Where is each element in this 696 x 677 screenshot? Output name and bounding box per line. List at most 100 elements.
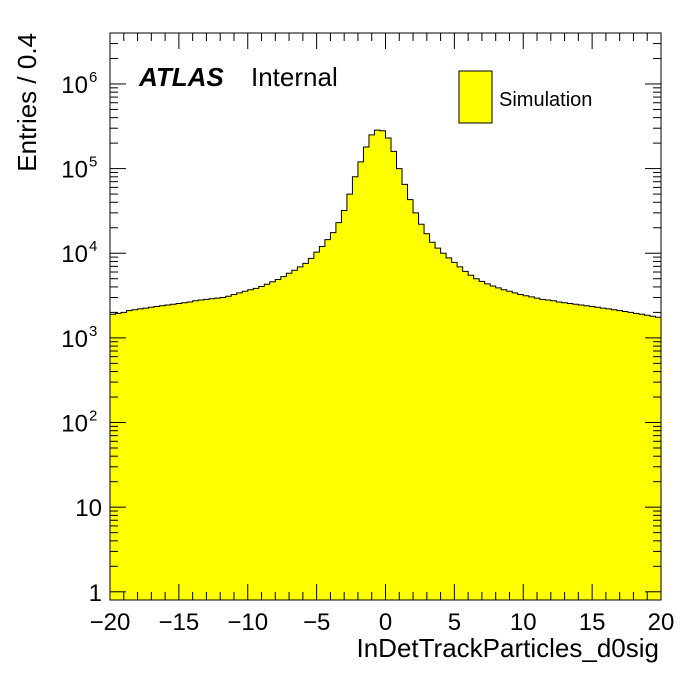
histogram-bar — [187, 302, 194, 600]
histogram-bar — [539, 299, 546, 600]
histogram-bar — [236, 292, 243, 600]
histogram-bar — [605, 308, 612, 600]
histogram-bar — [638, 314, 645, 600]
histogram-bar — [313, 252, 320, 601]
x-tick-label: 20 — [648, 609, 675, 636]
histogram-bar — [440, 253, 447, 600]
histogram-bar — [346, 194, 353, 600]
histogram-bar — [225, 296, 232, 600]
histogram-bar — [181, 302, 188, 600]
legend-swatch — [458, 70, 493, 124]
histogram-bar — [231, 294, 238, 600]
histogram-bar — [561, 302, 568, 600]
histogram-bar — [457, 266, 464, 600]
x-tick-label: −10 — [227, 609, 268, 636]
histogram-bar — [319, 246, 326, 601]
histogram-bar — [148, 307, 155, 600]
histogram-bar — [589, 306, 596, 600]
histogram-bar — [462, 271, 469, 600]
y-tick-exponent: 4 — [89, 238, 97, 255]
histogram-bar — [363, 146, 370, 600]
histogram-bar — [517, 294, 524, 600]
histogram-bar — [291, 270, 298, 600]
histogram-bar — [192, 300, 199, 600]
histogram-bar — [429, 242, 436, 600]
histogram-bar — [198, 300, 205, 600]
y-tick-exponent: 3 — [89, 323, 97, 340]
histogram-bar — [479, 281, 486, 600]
histogram-bar — [418, 224, 425, 600]
histogram-bar — [286, 273, 293, 600]
histogram-bar — [341, 210, 348, 600]
y-tick-label: 10 — [75, 495, 102, 522]
histogram-bar — [302, 263, 309, 600]
y-tick-label: 10 — [61, 241, 88, 268]
histogram-bar — [578, 304, 585, 600]
y-axis-label: Entries / 0.4 — [12, 33, 42, 172]
y-tick-label: 10 — [61, 411, 88, 438]
legend: Simulation — [458, 70, 592, 124]
histogram-bar — [253, 288, 260, 600]
histogram-bar — [534, 298, 541, 600]
histogram-bar — [115, 313, 122, 600]
histogram-bar — [468, 275, 475, 600]
histogram-bar — [495, 287, 502, 600]
x-tick-label: −15 — [159, 609, 200, 636]
histogram-bar — [374, 130, 381, 600]
legend-entry-simulation: Simulation — [499, 89, 592, 111]
histogram-bar — [633, 313, 640, 600]
histogram-bar — [644, 315, 651, 600]
histogram-bar — [121, 312, 127, 600]
histogram-bar — [352, 176, 359, 601]
histogram-bar — [209, 298, 216, 600]
histogram-bar — [275, 279, 282, 600]
histogram-bar — [523, 295, 530, 600]
histogram-bar — [594, 307, 601, 600]
histogram-bar — [143, 308, 149, 600]
histogram-bar — [506, 291, 513, 600]
histogram-bar — [203, 299, 210, 600]
histogram-bar — [396, 168, 403, 601]
histogram-bar — [379, 130, 386, 600]
histogram-bar — [335, 222, 342, 600]
histogram-bar — [264, 284, 271, 600]
y-tick-label: 10 — [61, 72, 88, 99]
y-tick-exponent: 2 — [89, 408, 97, 425]
histogram-bar — [391, 151, 397, 600]
internal-label: Internal — [251, 62, 338, 92]
histogram-bar — [490, 286, 497, 600]
y-tick-label: 10 — [61, 157, 88, 184]
histogram-bar — [247, 289, 254, 600]
histogram-bar — [132, 309, 138, 600]
y-tick-exponent: 6 — [89, 69, 97, 86]
histogram-bar — [435, 248, 441, 600]
x-tick-label: 15 — [579, 609, 606, 636]
y-tick-label: 10 — [61, 326, 88, 353]
histogram-bar — [297, 266, 304, 600]
histogram-bar — [655, 317, 662, 600]
histogram-bar — [567, 303, 574, 600]
histogram-bar — [512, 292, 519, 600]
histogram-bar — [501, 289, 508, 600]
histogram-bar — [583, 305, 590, 600]
histogram-bar — [413, 212, 419, 600]
histogram-bar — [556, 302, 563, 600]
histogram-bar — [220, 297, 227, 600]
histogram-bar — [572, 304, 579, 600]
histogram-bar — [385, 137, 392, 600]
histogram-bar — [269, 281, 276, 600]
histogram-bar — [600, 308, 607, 600]
histogram-bar — [424, 233, 430, 601]
histogram-bar — [308, 258, 315, 600]
y-tick-exponent: 5 — [89, 154, 97, 171]
histogram-bar — [368, 134, 375, 600]
histogram-outline — [110, 129, 661, 318]
histogram-bar — [611, 309, 618, 600]
histogram-bar — [159, 305, 166, 600]
histogram-bar — [550, 300, 557, 600]
histogram-bar — [528, 296, 535, 600]
x-tick-label: 5 — [448, 609, 461, 636]
